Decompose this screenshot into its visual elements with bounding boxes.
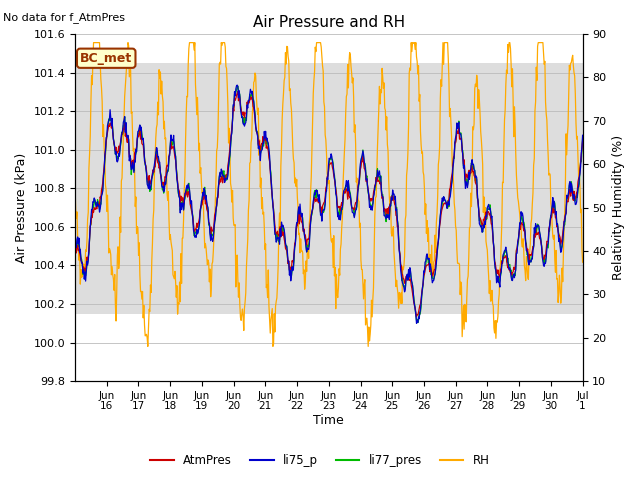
X-axis label: Time: Time <box>314 414 344 427</box>
Y-axis label: Air Pressure (kPa): Air Pressure (kPa) <box>15 152 28 263</box>
Title: Air Pressure and RH: Air Pressure and RH <box>253 15 405 30</box>
Y-axis label: Relativity Humidity (%): Relativity Humidity (%) <box>612 135 625 280</box>
Legend: AtmPres, li75_p, li77_pres, RH: AtmPres, li75_p, li77_pres, RH <box>146 449 494 472</box>
Text: BC_met: BC_met <box>80 52 132 65</box>
Bar <box>75 63 582 313</box>
Text: No data for f_AtmPres: No data for f_AtmPres <box>3 12 125 23</box>
